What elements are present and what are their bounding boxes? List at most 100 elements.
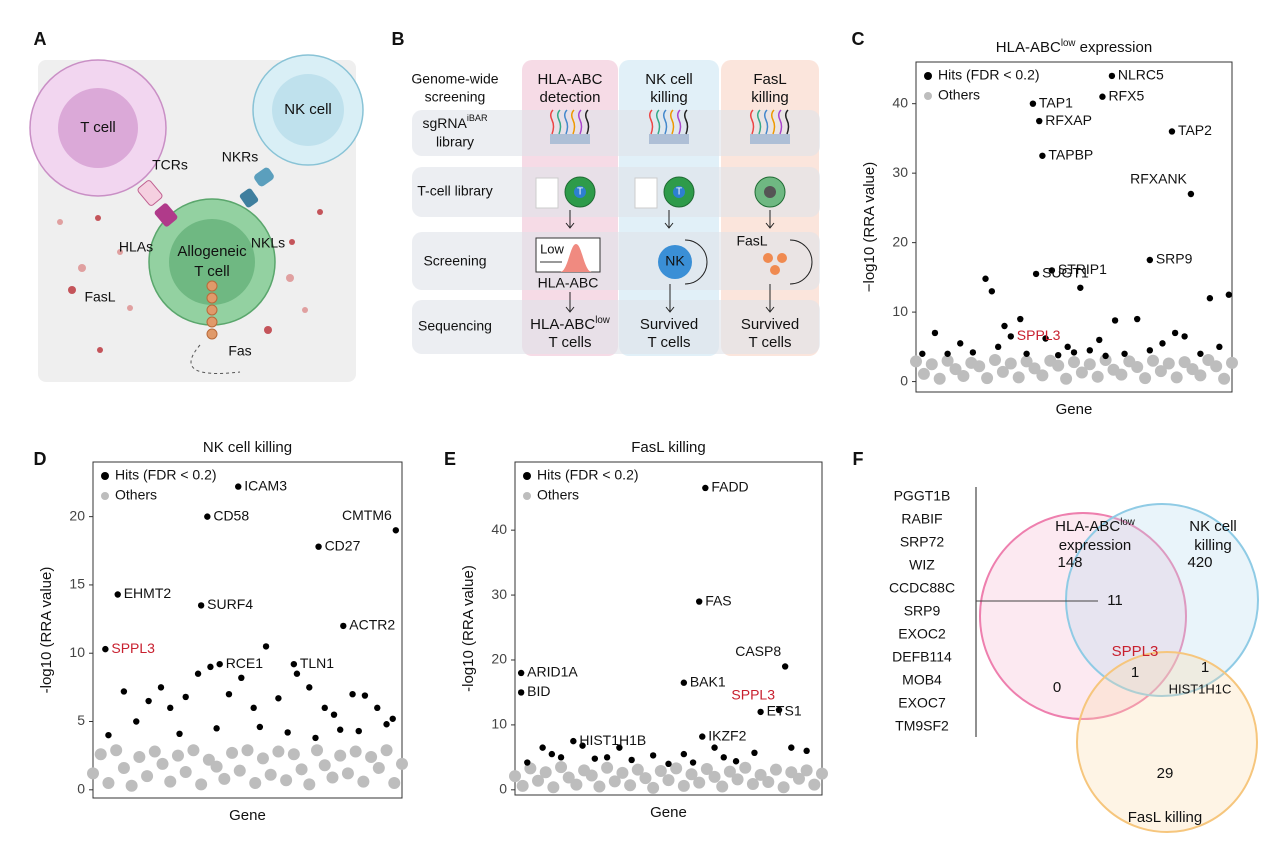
- hit-point: [788, 744, 795, 751]
- hit-point: [680, 750, 688, 758]
- arrow: [765, 210, 775, 229]
- fasl-particle: [302, 307, 308, 313]
- y-tick-label: 10: [69, 644, 85, 660]
- chart-title: HLA-ABClow expression: [996, 38, 1152, 56]
- hit-point: [1181, 333, 1188, 340]
- cell-label: T: [577, 187, 583, 198]
- label: Genome-wide: [411, 71, 498, 87]
- hit-point: [539, 744, 546, 751]
- other-point: [631, 763, 644, 776]
- other-point: [87, 767, 99, 780]
- other-point: [957, 370, 970, 383]
- hit-point: [1168, 128, 1176, 135]
- hit-point: [349, 690, 356, 698]
- other-point: [989, 354, 1001, 367]
- hit-point: [315, 543, 322, 550]
- point-label: RCE1: [226, 655, 264, 671]
- plot-frame: [915, 61, 1233, 393]
- hit-point: [994, 343, 1002, 351]
- hit-point: [1048, 267, 1056, 274]
- other-point: [1131, 360, 1144, 373]
- hit-point: [383, 721, 390, 728]
- other-point: [171, 749, 184, 762]
- gene-name: CCDC88C: [889, 580, 955, 596]
- hit-point: [524, 759, 531, 766]
- hit-point: [751, 749, 758, 757]
- other-point: [249, 776, 262, 789]
- hit-point: [355, 727, 362, 735]
- fas-bead: [206, 328, 218, 340]
- kill-arc: [789, 239, 813, 285]
- hit-point: [1042, 335, 1049, 342]
- hit-point: [1001, 322, 1008, 330]
- point-label: CMTM6: [342, 507, 392, 523]
- histogram-peak: [560, 244, 592, 272]
- y-tick-label: 20: [491, 651, 507, 667]
- label: FasL: [736, 233, 767, 249]
- hit-point: [665, 760, 672, 768]
- hit-point: [1187, 190, 1195, 198]
- hit-point: [557, 754, 565, 761]
- other-point: [326, 771, 339, 784]
- hit-point: [374, 704, 381, 712]
- legend-swatch: [101, 492, 109, 500]
- legend-swatch: [924, 72, 932, 80]
- point-label: BAK1: [690, 673, 726, 689]
- hit-point: [628, 756, 635, 764]
- gene-name: PGGT1B: [894, 488, 951, 504]
- hit-point: [194, 670, 202, 677]
- other-point: [365, 751, 378, 764]
- gene-name: WIZ: [909, 557, 935, 573]
- y-tick-label: 20: [892, 233, 908, 249]
- x-axis-label: Gene: [229, 807, 266, 824]
- sgrna: [756, 109, 762, 135]
- hit-point: [517, 689, 525, 696]
- other-point: [616, 766, 629, 779]
- label: T cells: [647, 334, 690, 351]
- text-part: FasL killing: [631, 439, 705, 456]
- other-point: [816, 767, 828, 780]
- other-point: [670, 762, 683, 775]
- other-point: [156, 757, 169, 770]
- fasl-particle: [264, 326, 272, 334]
- label: T-cell library: [417, 183, 492, 199]
- y-tick-label: 40: [892, 94, 908, 110]
- other-point: [700, 763, 713, 776]
- other-point: [1068, 356, 1080, 369]
- count: 1: [1131, 664, 1139, 681]
- point-label: SUGT1: [1042, 265, 1089, 281]
- y-tick-label: 10: [491, 716, 507, 732]
- point-label: FADD: [711, 479, 748, 495]
- other-point: [117, 761, 130, 774]
- hit-point: [340, 622, 347, 630]
- chart-title: NK cell killing: [203, 439, 292, 456]
- hit-point: [591, 755, 599, 762]
- point-label: CD27: [325, 537, 361, 553]
- hit-point: [711, 744, 718, 751]
- gene-name: SRP72: [900, 534, 945, 550]
- gene-name: TM9SF2: [895, 718, 949, 734]
- hit-point: [720, 754, 727, 761]
- hit-point: [312, 734, 319, 742]
- label: HLA-ABClow: [530, 315, 611, 333]
- label: Sequencing: [418, 318, 492, 334]
- label: sgRNAiBAR: [422, 113, 488, 130]
- label: NKRs: [222, 149, 259, 165]
- tcr: [137, 180, 163, 206]
- hit-point: [702, 484, 709, 492]
- x-axis-label: Gene: [650, 804, 687, 821]
- fas-bead: [206, 304, 218, 316]
- hit-point: [176, 730, 183, 738]
- panel-letter: A: [34, 29, 47, 49]
- legend-label: Hits (FDR < 0.2): [938, 67, 1040, 83]
- hit-point: [290, 660, 298, 668]
- other-point: [1099, 354, 1112, 367]
- other-point: [303, 778, 316, 791]
- fas-bead: [206, 292, 218, 304]
- label: library: [436, 134, 474, 150]
- sgrna: [676, 109, 682, 135]
- point-label: ETS1: [767, 703, 802, 719]
- other-point: [739, 761, 752, 774]
- hit-point: [517, 669, 525, 677]
- legend-label: Hits (FDR < 0.2): [537, 467, 639, 483]
